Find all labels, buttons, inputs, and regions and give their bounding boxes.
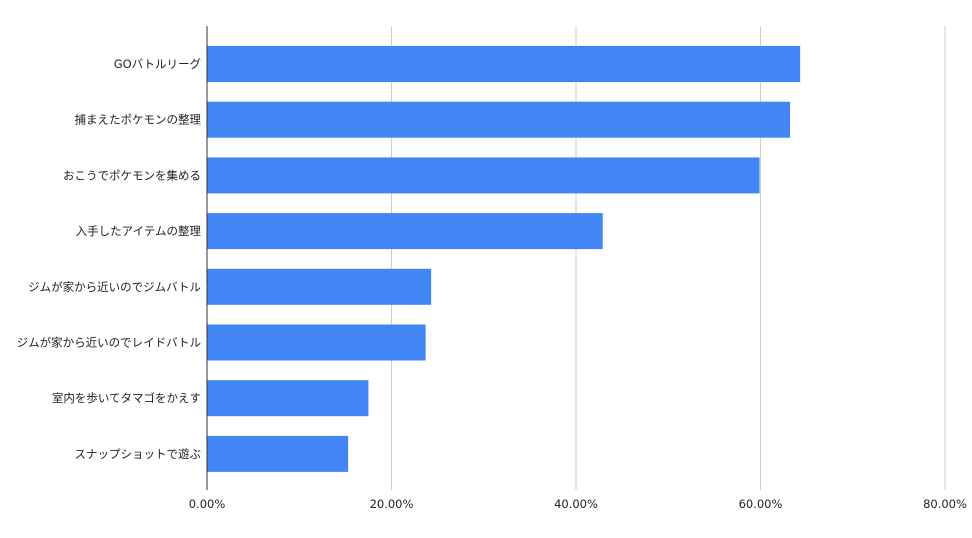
bar: [207, 157, 760, 194]
bar: [207, 46, 801, 82]
x-tick-labels: 0.00% 20.00% 40.00% 60.00% 80.00%: [189, 497, 967, 511]
x-tick-label: 60.00%: [739, 497, 783, 511]
bar: [207, 101, 791, 138]
category-label: 入手したアイテムの整理: [76, 224, 202, 238]
category-labels: GOバトルリーグ捕まえたポケモンの整理おこうでポケモンを集める入手したアイテムの…: [17, 57, 202, 461]
bar: [207, 213, 603, 250]
bar: [207, 324, 426, 361]
bar: [207, 380, 369, 417]
gridlines: [391, 26, 946, 490]
category-label: 捕まえたポケモンの整理: [75, 113, 202, 127]
x-tick-label: 20.00%: [370, 497, 414, 511]
category-label: ジムが家から近いのでジムバトル: [28, 280, 201, 294]
category-label: GOバトルリーグ: [114, 57, 202, 71]
category-label: スナップショットで遊ぶ: [75, 447, 202, 461]
bar: [207, 268, 432, 305]
x-tick-label: 0.00%: [189, 497, 226, 511]
category-label: 室内を歩いてタマゴをかえす: [52, 391, 201, 405]
bars: [207, 46, 801, 472]
category-label: ジムが家から近いのでレイドバトル: [17, 336, 201, 350]
category-label: おこうでポケモンを集める: [63, 168, 201, 182]
x-tick-label: 80.00%: [923, 497, 967, 511]
x-tick-label: 40.00%: [554, 497, 598, 511]
bar: [207, 435, 349, 472]
